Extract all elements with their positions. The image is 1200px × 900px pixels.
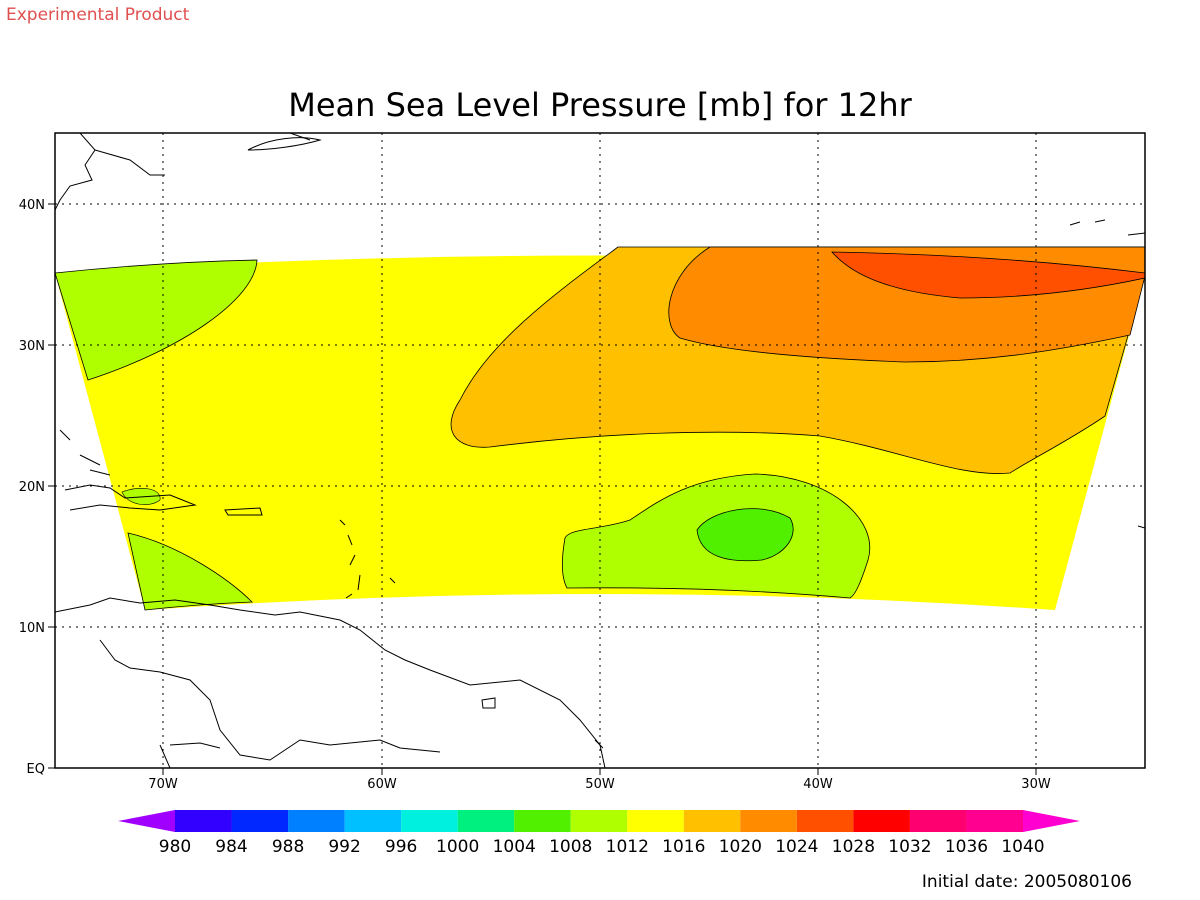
legend-level-label: 992 (328, 837, 360, 857)
lat-label: 30N (19, 339, 45, 354)
color-legend: 980 984 988 992 996 1000 1004 1008 1012 1016 1020 1… (118, 810, 1080, 857)
legend-swatch (344, 810, 402, 832)
pressure-field (55, 246, 1145, 611)
map-title: Mean Sea Level Pressure [mb] for 12hr (288, 86, 912, 124)
lat-label: 20N (19, 480, 45, 495)
legend-arrow-left (118, 810, 175, 832)
legend-level-label: 1016 (662, 837, 705, 857)
legend-level-label: 1024 (775, 837, 818, 857)
legend-level-label: 1012 (606, 837, 649, 857)
lat-label: 40N (19, 198, 45, 213)
legend-level-label: 1004 (493, 837, 536, 857)
initial-date-label: Initial date: 2005080106 (922, 872, 1132, 892)
lon-label: 70W (148, 777, 178, 792)
lon-label: 50W (585, 777, 615, 792)
legend-swatch (514, 810, 571, 832)
legend-swatch (401, 810, 458, 832)
legend-level-label: 1000 (436, 837, 479, 857)
lat-label: 10N (19, 621, 45, 636)
legend-swatch (457, 810, 515, 832)
legend-level-label: 988 (272, 837, 304, 857)
legend-swatch (570, 810, 628, 832)
axis-ticks (48, 203, 1037, 775)
legend-swatch (740, 810, 797, 832)
legend-swatch (288, 810, 345, 832)
legend-swatch (627, 810, 684, 832)
legend-level-label: 1020 (719, 837, 762, 857)
field-1008-1012-nw (55, 259, 258, 381)
lon-label: 30W (1021, 777, 1051, 792)
legend-level-label: 1008 (549, 837, 592, 857)
legend-level-label: 1036 (945, 837, 988, 857)
legend-swatch (966, 810, 1023, 832)
legend-swatch (231, 810, 289, 832)
field-1024-1028 (831, 251, 1145, 299)
legend-level-label: 1040 (1001, 837, 1044, 857)
legend-swatch (796, 810, 854, 832)
field-1008-1012-sw (127, 532, 253, 611)
legend-level-label: 996 (385, 837, 417, 857)
legend-arrow-right (1023, 810, 1080, 832)
legend-level-label: 980 (159, 837, 191, 857)
legend-swatch (909, 810, 967, 832)
experimental-product-label: Experimental Product (6, 5, 190, 25)
legend-level-label: 984 (215, 837, 247, 857)
legend-swatch (853, 810, 910, 832)
lon-label: 40W (803, 777, 833, 792)
lon-labels: 70W 60W 50W 40W 30W (148, 777, 1051, 792)
legend-swatch (683, 810, 741, 832)
field-1004-1008 (696, 508, 794, 562)
lat-labels: EQ 10N 20N 30N 40N (19, 198, 45, 777)
lat-label: EQ (27, 762, 45, 777)
map-grid (55, 133, 1145, 768)
lon-label: 60W (367, 777, 397, 792)
legend-level-label: 1028 (832, 837, 875, 857)
legend-swatch (175, 810, 232, 832)
coastlines (55, 133, 1145, 768)
legend-level-label: 1032 (888, 837, 931, 857)
